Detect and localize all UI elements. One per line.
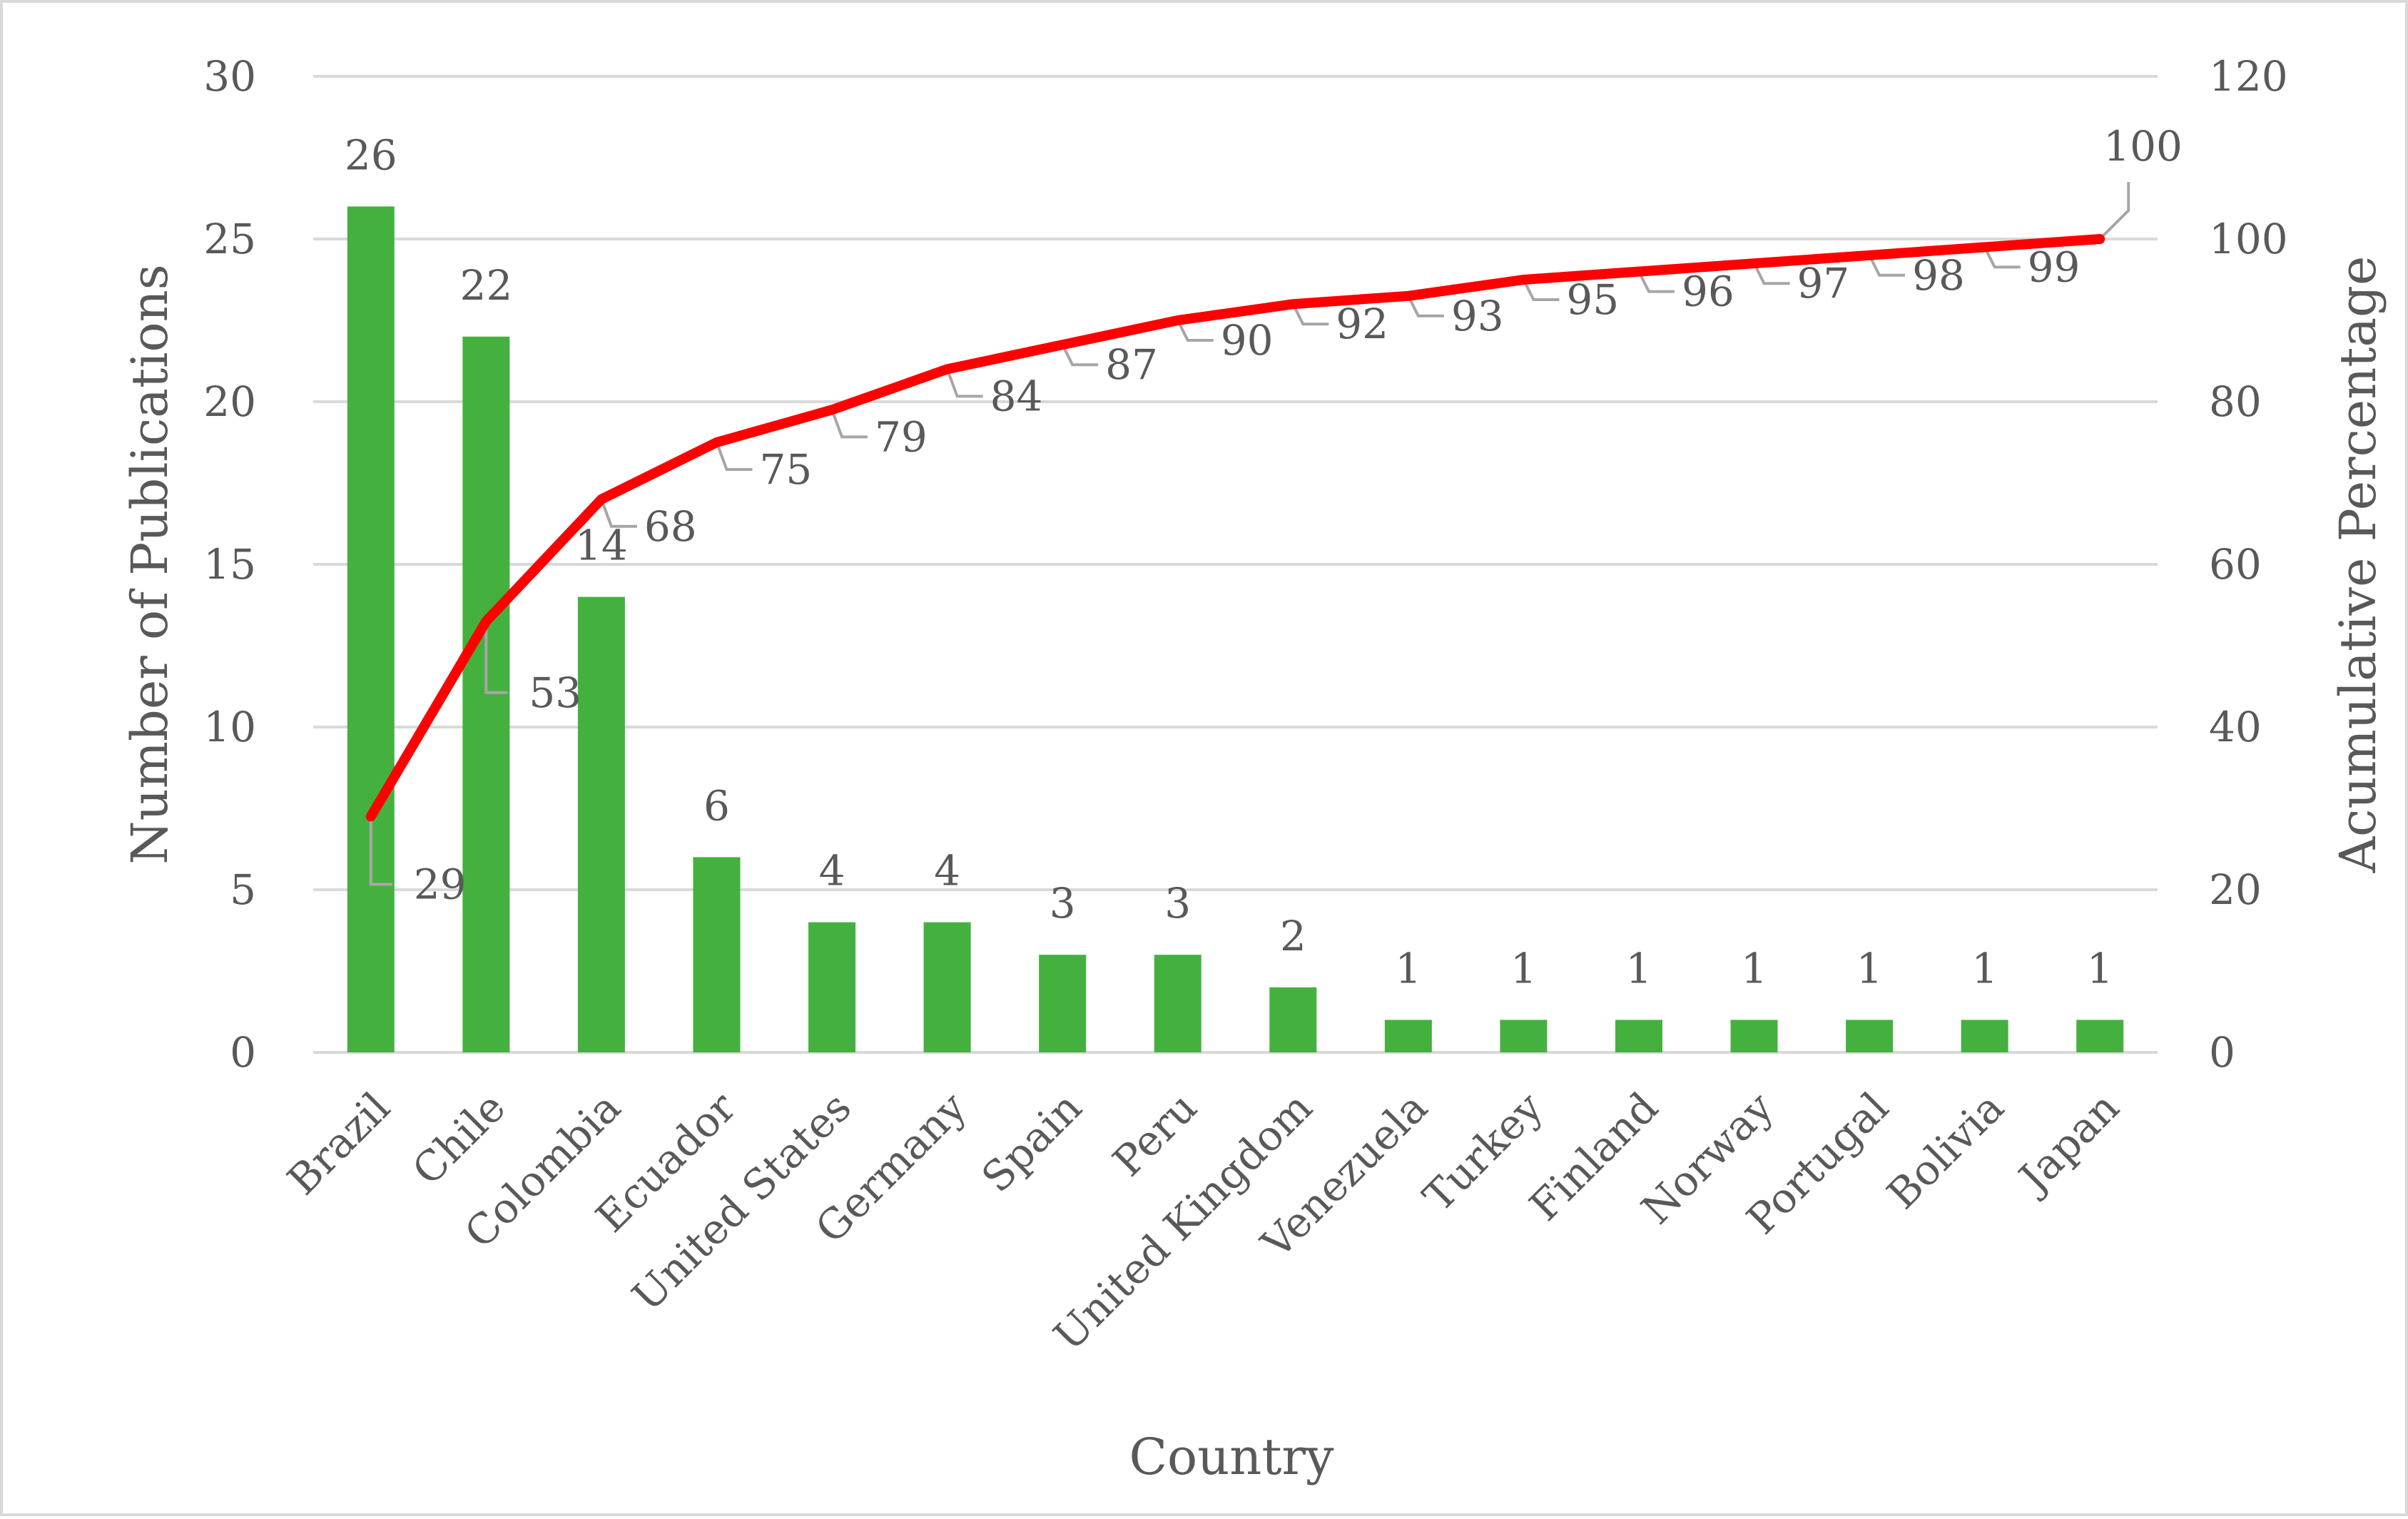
leader-line [1868, 254, 1906, 277]
bar-value-label: 1 [1395, 944, 1421, 992]
cumulative-value-label: 93 [1451, 292, 1504, 340]
left-tick-label: 20 [203, 377, 256, 426]
cumulative-value-label: 29 [414, 860, 467, 908]
left-tick-label: 10 [203, 703, 256, 751]
right-tick-label: 0 [2209, 1028, 2235, 1077]
right-axis-ticks: 0 20 40 60 80 100 120 [2209, 52, 2288, 1077]
bar-value-label: 1 [1856, 944, 1883, 992]
cumulative-value-label: 99 [2028, 243, 2081, 291]
bar [1730, 1020, 1778, 1052]
bar-value-label: 4 [934, 847, 960, 895]
leader-line [484, 621, 508, 694]
bar-value-label: 1 [1510, 944, 1537, 992]
cumulative-value-label: 98 [1912, 251, 1965, 300]
bar-value-label: 1 [2087, 944, 2113, 992]
cumulative-value-label: 92 [1336, 300, 1388, 348]
right-tick-label: 80 [2209, 377, 2262, 426]
leader-line [1291, 303, 1329, 326]
right-tick-label: 100 [2209, 215, 2288, 263]
leader-line [945, 368, 983, 398]
bar-value-label: 1 [1971, 944, 1998, 992]
leader-line [369, 816, 392, 886]
category-label: Brazil [278, 1083, 400, 1204]
left-tick-label: 15 [203, 540, 256, 589]
bar [1384, 1020, 1432, 1052]
bar-value-label: 6 [703, 781, 730, 830]
leader-line [1983, 246, 2021, 269]
bar [1039, 955, 1087, 1052]
bar [577, 596, 625, 1052]
right-tick-label: 60 [2209, 540, 2262, 589]
bar [693, 857, 741, 1052]
bar [808, 922, 856, 1052]
bar-value-label: 14 [575, 522, 628, 570]
leader-line [600, 499, 637, 528]
data-labels: 26 22 14 6 4 4 3 3 2 1 1 1 1 1 1 1 29 53 68 75 79 84 87 90 92 93 9… [345, 122, 2183, 992]
leader-line [2098, 182, 2130, 240]
cumulative-value-label: 90 [1221, 316, 1274, 365]
pareto-chart: 26 22 14 6 4 4 3 3 2 1 1 1 1 1 1 1 29 53 68 75 79 84 87 90 92 93 9… [121, 52, 2387, 1486]
bar [1269, 987, 1317, 1052]
right-tick-label: 20 [2209, 865, 2262, 914]
bar-value-label: 26 [345, 131, 397, 179]
cumulative-value-label: 96 [1682, 268, 1734, 316]
leader-line [715, 442, 753, 471]
right-axis-title: Acumulative Percentage [2329, 256, 2387, 874]
leader-lines [369, 182, 2130, 886]
cumulative-value-label: 75 [759, 445, 812, 494]
bar [1615, 1020, 1662, 1052]
cumulative-value-label: 87 [1105, 340, 1158, 389]
leader-line [1176, 320, 1214, 342]
cumulative-value-label: 97 [1797, 259, 1850, 308]
bar [347, 206, 395, 1052]
leader-line [1637, 270, 1675, 293]
category-label: Chile [403, 1083, 514, 1194]
category-label: Japan [2007, 1083, 2128, 1204]
left-tick-label: 0 [230, 1028, 256, 1077]
leader-line [1061, 344, 1099, 367]
bar [923, 922, 971, 1052]
left-axis-ticks: 0 5 10 15 20 25 30 [203, 52, 256, 1077]
cumulative-value-label: 53 [529, 669, 581, 717]
bar-value-label: 4 [819, 847, 845, 895]
category-label: Bolivia [1878, 1083, 2013, 1219]
cumulative-value-label: 84 [990, 372, 1043, 420]
left-axis-title: Number of Publications [121, 264, 179, 864]
bar-value-label: 1 [1741, 944, 1767, 992]
bar-value-label: 1 [1626, 944, 1652, 992]
bar [1846, 1020, 1894, 1052]
cumulative-value-label: 95 [1566, 275, 1619, 324]
cumulative-value-label: 68 [644, 502, 697, 551]
left-tick-label: 25 [203, 215, 256, 263]
category-label: Spain [972, 1083, 1091, 1202]
left-tick-label: 30 [203, 52, 256, 101]
cumulative-value-label: 79 [875, 412, 928, 461]
category-label: Peru [1103, 1083, 1206, 1186]
right-tick-label: 40 [2209, 703, 2262, 751]
bar [2076, 1020, 2124, 1052]
bar-value-label: 2 [1280, 912, 1306, 960]
leader-line [1522, 279, 1560, 301]
bar-series [347, 206, 2124, 1052]
cumulative-line [365, 234, 2105, 822]
bar-value-label: 22 [459, 261, 512, 310]
leader-line [1407, 295, 1444, 317]
right-tick-label: 120 [2209, 52, 2288, 101]
cumulative-line-series [365, 234, 2105, 822]
bar-value-label: 3 [1050, 879, 1076, 928]
bar-value-label: 3 [1164, 879, 1191, 928]
left-tick-label: 5 [230, 865, 256, 914]
leader-line [830, 409, 868, 439]
bar [462, 336, 510, 1052]
bar [1500, 1020, 1548, 1052]
bar [1154, 955, 1202, 1052]
leader-line [1752, 263, 1790, 285]
bar [1961, 1020, 2008, 1052]
x-axis-title: Country [1129, 1428, 1333, 1486]
cumulative-value-label: 100 [2103, 122, 2183, 171]
